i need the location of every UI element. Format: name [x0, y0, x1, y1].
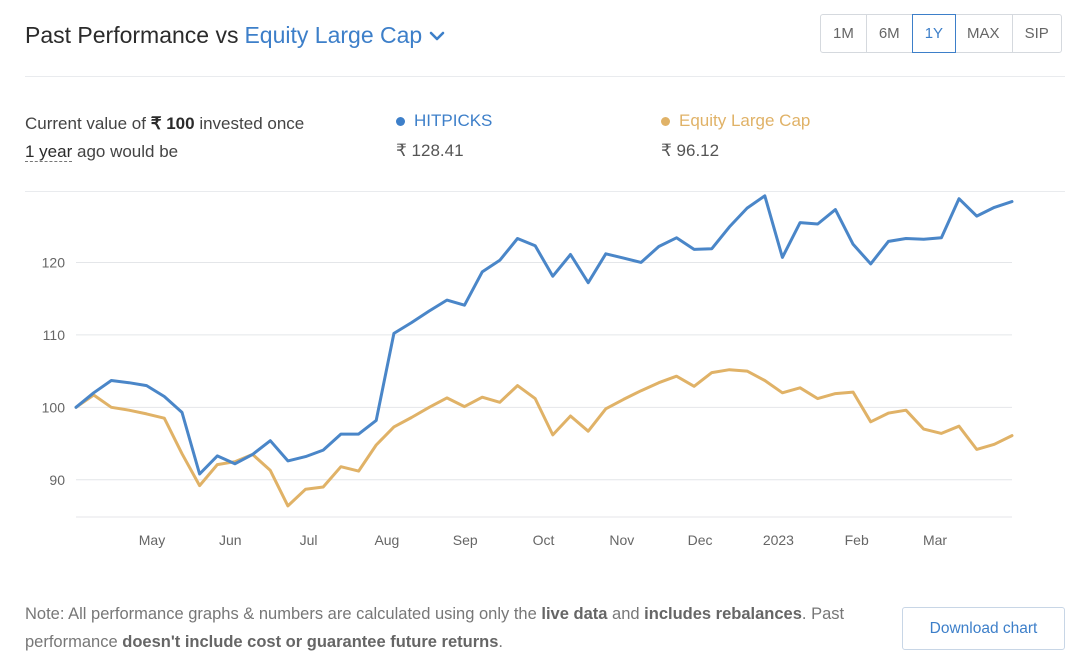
download-chart-button[interactable]: Download chart	[902, 607, 1065, 650]
series-line-hitpicks	[74, 194, 1014, 476]
duration-label[interactable]: 1 year	[25, 142, 73, 162]
x-tick-label: Sep	[453, 532, 478, 548]
y-tick-label: 100	[42, 399, 66, 415]
y-tick-label: 120	[42, 254, 66, 270]
y-tick-label: 90	[49, 472, 65, 488]
period-1m-button[interactable]: 1M	[821, 15, 867, 52]
line-chart-svg: 90 100 110 120 May Jun Jul Aug Sep Oct Nov Dec 2023 F…	[42, 194, 1014, 548]
period-6m-button[interactable]: 6M	[867, 15, 913, 52]
x-tick-label: 2023	[763, 532, 794, 548]
summary-text: Current value of ₹ 100 invested once 1 y…	[25, 110, 304, 166]
y-tick-label: 110	[43, 327, 66, 343]
x-tick-label: Mar	[923, 532, 947, 548]
legend-value: ₹ 96.12	[661, 141, 720, 160]
period-1y-button[interactable]: 1Y	[911, 14, 957, 53]
x-tick-label: Jul	[300, 532, 318, 548]
x-tick-label: Feb	[845, 532, 869, 548]
note-bold: includes rebalances	[644, 605, 802, 623]
summary-divider	[25, 191, 1065, 192]
x-tick-label: Aug	[374, 532, 399, 548]
header-divider	[25, 76, 1065, 77]
performance-chart: 90 100 110 120 May Jun Jul Aug Sep Oct Nov Dec 2023 F…	[0, 190, 1092, 560]
chevron-down-icon	[429, 31, 445, 40]
note-text: Note: All performance graphs & numbers a…	[25, 605, 537, 623]
legend-name: Equity Large Cap	[679, 111, 811, 130]
invested-amount: ₹ 100	[150, 114, 195, 133]
series-line-equity-large-cap	[74, 368, 1014, 508]
chart-header: Past Performance vs Equity Large Cap 1M …	[25, 14, 1065, 74]
benchmark-dropdown[interactable]: Equity Large Cap	[244, 22, 446, 49]
legend-value: ₹ 128.41	[396, 141, 464, 160]
x-tick-label: Nov	[609, 532, 634, 548]
x-tick-label: Jun	[219, 532, 242, 548]
period-max-button[interactable]: MAX	[955, 15, 1013, 52]
x-tick-label: Dec	[688, 532, 713, 548]
note-bold: live data	[541, 605, 608, 623]
benchmark-label: Equity Large Cap	[244, 22, 423, 48]
disclaimer-note: Note: All performance graphs & numbers a…	[25, 600, 845, 656]
legend-dot	[396, 116, 405, 126]
x-tick-label: Oct	[533, 532, 555, 548]
summary-suffix: invested once	[199, 114, 305, 133]
period-selector: 1M 6M 1Y MAX SIP	[820, 14, 1062, 53]
x-tick-label: May	[139, 532, 165, 548]
period-sip-button[interactable]: SIP	[1024, 25, 1049, 42]
legend-dot	[661, 116, 670, 126]
legend-hitpicks: HITPICKS ₹ 128.41	[396, 110, 492, 161]
summary-line2: ago would be	[76, 142, 179, 161]
page-title: Past Performance vs Equity Large Cap	[25, 22, 446, 49]
legend-benchmark: Equity Large Cap ₹ 96.12	[661, 110, 810, 161]
legend-name: HITPICKS	[414, 111, 493, 130]
summary-prefix: Current value of	[25, 114, 146, 133]
note-text: . Past performance	[25, 605, 845, 651]
title-prefix: Past Performance vs	[25, 22, 239, 48]
note-text: and	[612, 605, 640, 623]
note-text: .	[498, 633, 503, 651]
note-bold: doesn't include cost or guarantee future…	[122, 633, 499, 651]
